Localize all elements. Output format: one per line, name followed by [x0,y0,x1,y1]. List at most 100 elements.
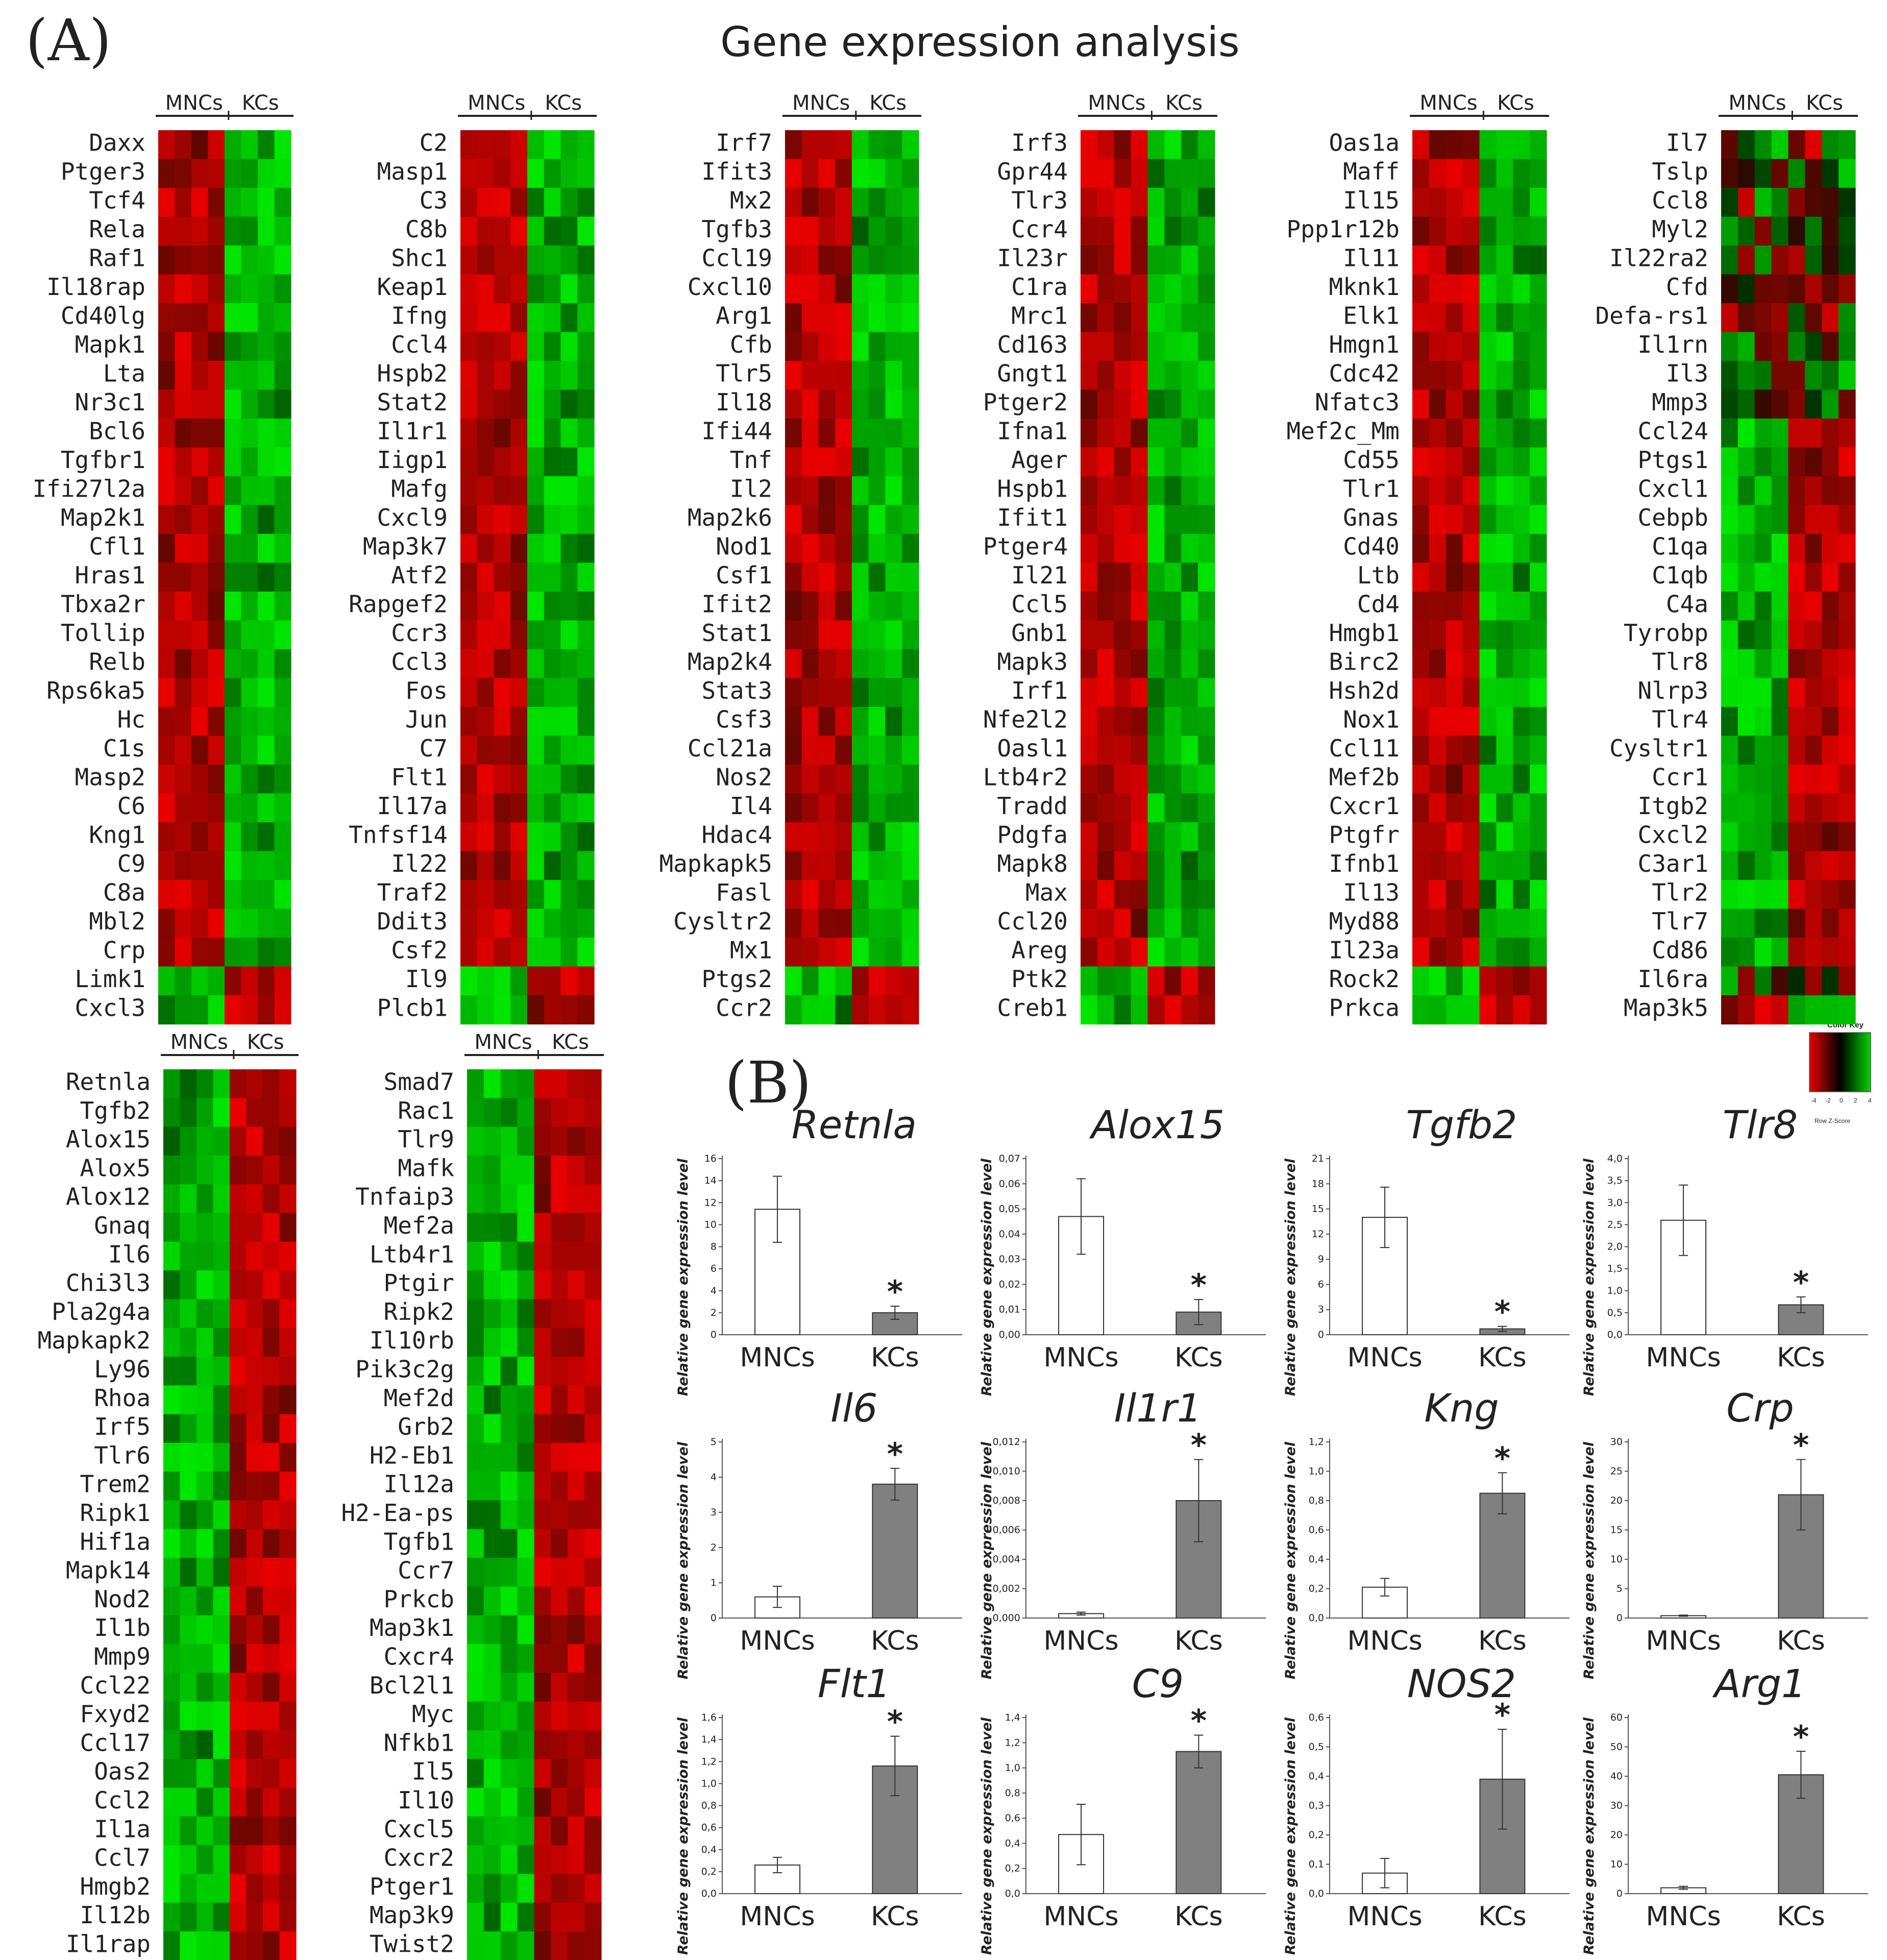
heatmap-cell [208,303,225,333]
heatmap-cell [279,1673,297,1702]
heatmap-cell [279,1874,297,1903]
heatmap-cell [1822,274,1839,304]
heatmap-cell [1181,822,1198,852]
heatmap-cell [1496,678,1513,707]
heatmap-cell [534,1357,551,1386]
heatmap-cell [1805,389,1822,419]
heatmap-cell [1131,851,1148,880]
heatmap-cell [191,966,209,996]
heatmap-cell [213,1759,230,1788]
heatmap-cell [191,620,209,650]
heatmap-cell [902,592,919,621]
heatmap-cell [241,159,258,188]
heatmap-cell [1737,822,1755,852]
bar-chart-ytick-label: 16 [704,1153,717,1164]
heatmap-cell [230,1442,247,1472]
heatmap-cell [801,361,819,390]
heatmap-cell [1788,447,1805,477]
heatmap-gene-label: Bcl2l1 [370,1672,454,1699]
heatmap-cell [241,188,258,217]
heatmap-cell [1530,592,1547,621]
heatmap-gene-label: Mx1 [730,937,772,964]
heatmap-cell [1198,880,1215,910]
heatmap-cell [1114,216,1132,246]
heatmap-gene-label: Il7 [1666,129,1708,157]
heatmap-cell [197,1472,214,1501]
bar-chart-ytick-label: 0 [1616,1888,1623,1899]
heatmap-gene-label: Crp [103,937,145,964]
heatmap-cell [1114,592,1132,621]
heatmap-cell [577,332,595,361]
heatmap-gene-label: Ptger4 [983,533,1068,560]
heatmap-cell [500,1213,518,1242]
heatmap-cell [852,678,869,707]
heatmap-cell [584,1615,602,1645]
heatmap-cell [175,880,192,910]
heatmap-cell [868,274,886,304]
heatmap-cell [510,909,528,938]
heatmap-cell [1479,332,1497,361]
heatmap-cell [835,562,852,592]
heatmap-cell [527,419,545,448]
heatmap-cell [1530,909,1547,938]
heatmap-gene-label: Ltb [1357,561,1400,589]
heatmap-cell [274,159,291,188]
heatmap-cell [1496,419,1513,448]
heatmap-cell [1147,649,1165,679]
heatmap-cell [175,765,192,794]
heatmap-cell [527,447,545,477]
heatmap-cell [902,274,919,304]
heatmap-cell [477,938,495,967]
bar-chart-ylabel: Relative gene expression level [1283,1441,1298,1679]
heatmap-cell [801,678,819,707]
heatmap-cell [1479,476,1497,506]
heatmap-cell [163,1213,181,1242]
heatmap-cell [1805,246,1822,275]
heatmap-cell [225,216,242,246]
heatmap-cell [477,793,495,823]
heatmap-cell [1805,361,1822,390]
heatmap-cell [1412,303,1430,333]
heatmap-cell [1097,707,1115,737]
bar-chart-ytick-label: 4 [710,1472,717,1483]
heatmap-cell [467,1241,484,1271]
heatmap-cell [1530,159,1547,188]
heatmap-cell [1479,707,1497,737]
bar-chart-category-label: MNCs [1347,1342,1423,1373]
heatmap-gene-label: Mapkapk5 [659,850,772,877]
heatmap-cell [258,822,275,852]
heatmap-cell [175,966,192,996]
heatmap-gene-label: Oas1a [1329,129,1400,157]
heatmap-cell [1737,765,1755,794]
heatmap-cell [460,476,478,506]
heatmap-cell [885,649,902,679]
heatmap-cell [208,707,225,737]
heatmap-cell [213,1270,230,1300]
heatmap-cell [230,1500,247,1530]
heatmap-cell [1513,620,1530,650]
heatmap-cell [246,1902,263,1932]
bar-chart-ytick-label: 1,6 [701,1712,717,1723]
heatmap-cell [517,1500,535,1530]
heatmap-cell [279,1558,297,1587]
heatmap-cell [1513,159,1530,188]
heatmap-cell [241,966,258,996]
heatmap-cell [1788,620,1805,650]
heatmap-cell [1164,447,1182,477]
heatmap-cell [1771,678,1789,707]
heatmap-cell [1530,447,1547,477]
bar-chart-ytick-label: 0,00 [999,1329,1020,1340]
heatmap-cell [1147,592,1165,621]
heatmap-cell [1147,678,1165,707]
heatmap-cell [163,1385,181,1415]
heatmap-cell [835,332,852,361]
heatmap-cell [1081,419,1098,448]
heatmap-cell [1805,678,1822,707]
heatmap-cell [1114,361,1132,390]
heatmap-cell [180,1184,197,1214]
heatmap-cell [460,246,478,275]
heatmap-cell [534,1586,551,1616]
heatmap-cell [1839,995,1856,1025]
heatmap-cell [258,389,275,419]
